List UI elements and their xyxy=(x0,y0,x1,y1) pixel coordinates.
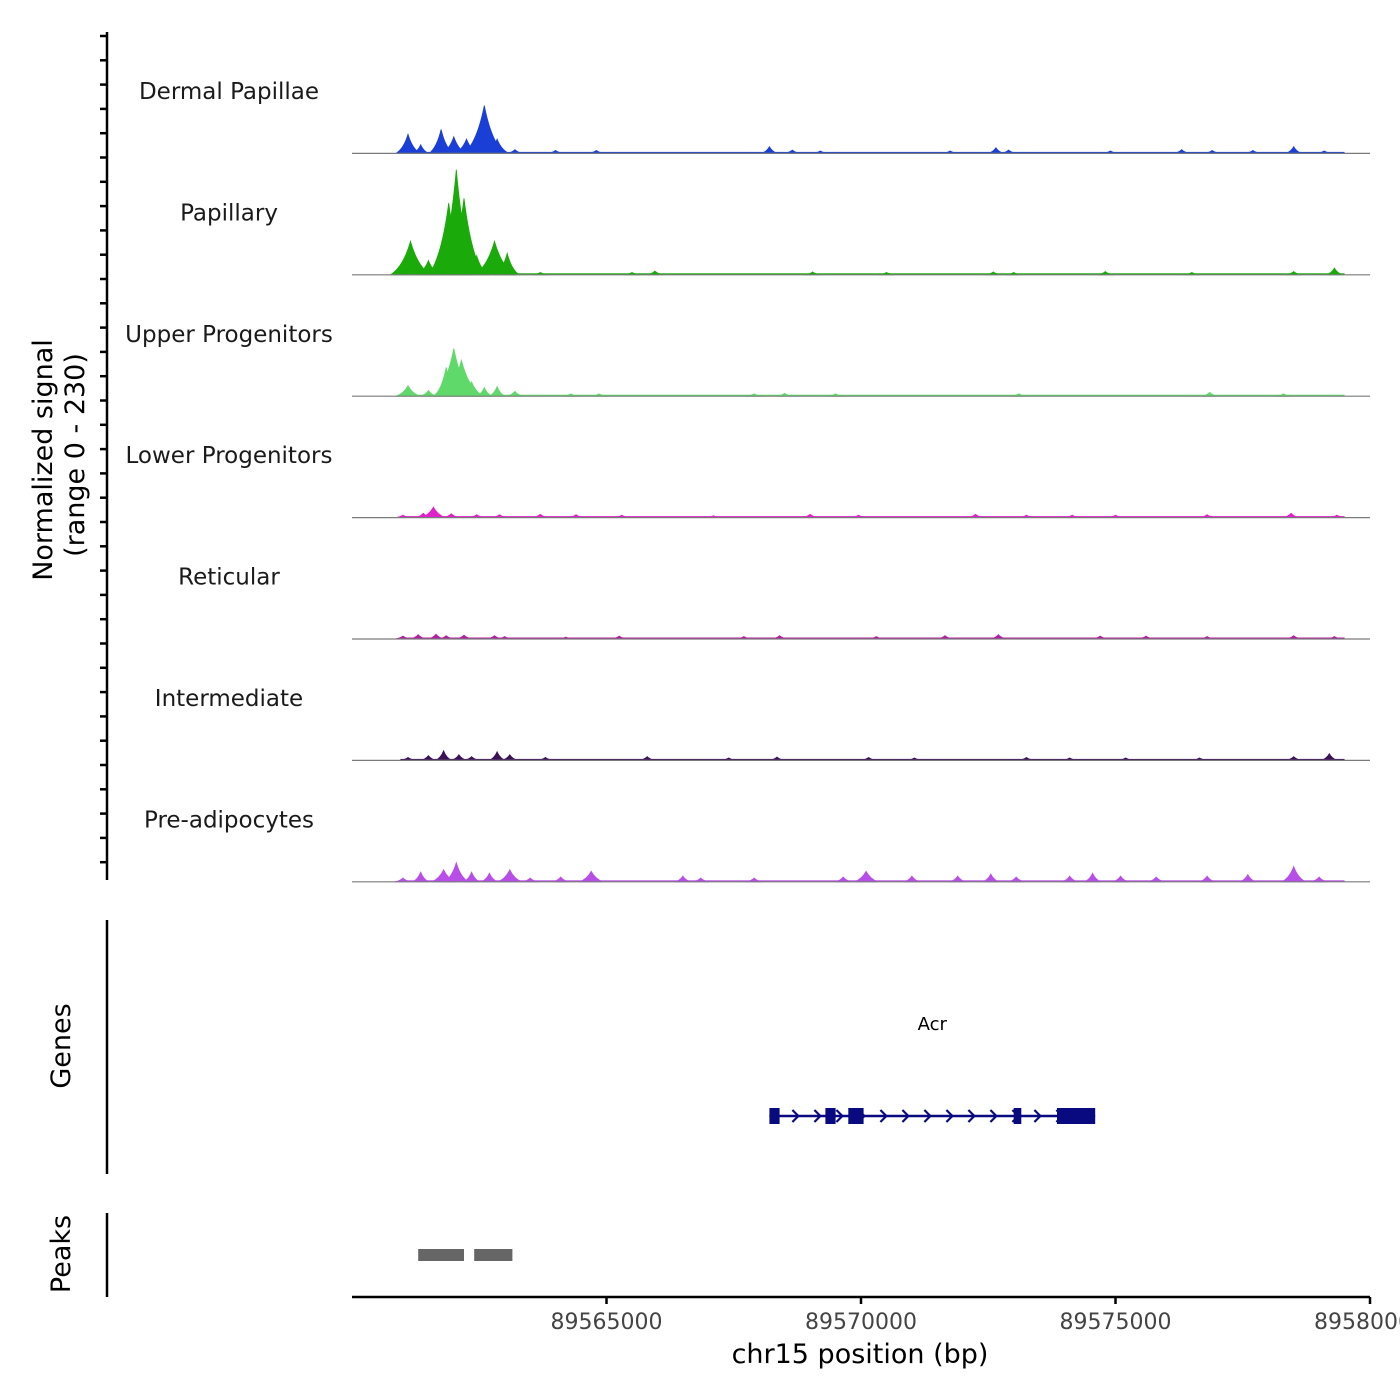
strand-arrow xyxy=(813,1109,822,1123)
track-intermediate: Intermediate xyxy=(155,686,1370,762)
signal-baseline xyxy=(400,273,1345,275)
signal-peak xyxy=(853,870,879,883)
peak-track xyxy=(418,1249,513,1261)
track-reticular: Reticular xyxy=(178,565,1370,640)
signal-baseline xyxy=(400,394,1345,397)
track-pre-adipocytes: Pre-adipocytes xyxy=(144,807,1370,883)
signal-baseline xyxy=(400,880,1345,882)
gene-exon xyxy=(769,1108,780,1124)
strand-arrow xyxy=(901,1109,910,1123)
signal-baseline xyxy=(400,151,1345,154)
strand-arrow xyxy=(879,1109,888,1123)
track-label: Pre-adipocytes xyxy=(144,807,314,833)
gene-exon xyxy=(848,1108,864,1124)
x-tick-label: 89570000 xyxy=(805,1310,917,1335)
peaks-axis-label: Peaks xyxy=(46,1215,77,1293)
signal-baseline xyxy=(400,637,1345,639)
gene-exon xyxy=(1013,1108,1022,1124)
strand-arrow xyxy=(945,1109,954,1123)
y-axis-label: Normalized signal xyxy=(28,339,59,581)
track-dermal-papillae: Dermal Papillae xyxy=(139,79,1370,154)
signal-peak xyxy=(395,384,421,397)
strand-arrow xyxy=(1033,1109,1042,1123)
signal-peak xyxy=(421,506,446,518)
track-upper-progenitors: Upper Progenitors xyxy=(125,322,1370,397)
genes-axis-label: Genes xyxy=(46,1003,77,1088)
signal-y-axis-ticks xyxy=(100,34,107,864)
signal-peak xyxy=(493,251,521,276)
x-tick-label: 89575000 xyxy=(1060,1310,1172,1335)
strand-arrow xyxy=(835,1109,844,1123)
signal-peak xyxy=(442,861,470,883)
track-label: Upper Progenitors xyxy=(125,322,333,348)
signal-baseline xyxy=(400,516,1345,518)
track-label: Lower Progenitors xyxy=(126,443,333,469)
track-label: Papillary xyxy=(180,200,278,226)
track-lower-progenitors: Lower Progenitors xyxy=(126,443,1370,519)
gene-exon xyxy=(825,1108,836,1124)
track-label: Intermediate xyxy=(155,686,303,712)
x-axis-ticks: 89565000 89570000 89575000 89580000 xyxy=(551,1297,1400,1335)
gene-exon xyxy=(1057,1108,1096,1124)
track-label: Dermal Papillae xyxy=(139,79,319,105)
signal-baseline xyxy=(400,758,1345,761)
strand-arrow xyxy=(923,1109,932,1123)
signal-peak xyxy=(484,138,510,154)
peak-region xyxy=(474,1249,513,1261)
track-papillary: Papillary xyxy=(180,169,1370,276)
track-label: Reticular xyxy=(178,565,280,591)
gene-track: Acr xyxy=(769,1014,1096,1124)
strand-arrow xyxy=(967,1109,976,1123)
peak-region xyxy=(418,1249,464,1261)
x-tick-label: 89580000 xyxy=(1314,1310,1400,1335)
x-axis-label: chr15 position (bp) xyxy=(732,1339,989,1370)
signal-peak xyxy=(579,870,604,883)
x-tick-label: 89565000 xyxy=(551,1310,663,1335)
gene-name: Acr xyxy=(918,1014,948,1035)
coverage-tracks: Dermal Papillae Papillary Upper Progenitor… xyxy=(125,79,1370,883)
signal-peak xyxy=(497,868,522,883)
signal-peak xyxy=(1281,865,1306,883)
strand-arrow xyxy=(989,1109,998,1123)
y-axis-range-label: (range 0 - 230) xyxy=(60,353,91,557)
strand-arrow xyxy=(791,1109,800,1123)
